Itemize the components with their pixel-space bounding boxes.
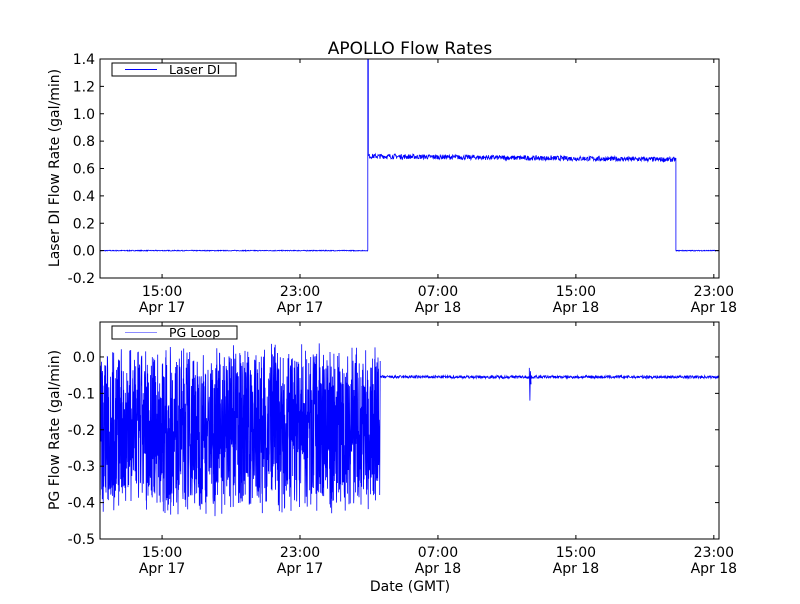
chart-title: APOLLO Flow Rates: [328, 39, 493, 59]
y-tick-label: 0.0: [73, 244, 95, 260]
x-tick-label-date: Apr 18: [691, 300, 737, 316]
y-tick-label: -0.3: [68, 459, 95, 475]
x-tick-label-time: 15:00: [142, 284, 182, 300]
y-tick-label: 0.0: [73, 350, 95, 366]
x-tick-label-time: 07:00: [418, 545, 458, 561]
series-line-laser-di: [100, 59, 719, 253]
x-tick-label-date: Apr 18: [553, 561, 599, 577]
bottom-y-axis-label: PG Flow Rate (gal/min): [47, 350, 63, 510]
y-tick-label: -0.1: [68, 386, 95, 402]
y-tick-label: -0.4: [68, 496, 95, 512]
legend-label: Laser DI: [169, 62, 220, 77]
x-tick-label-time: 15:00: [142, 545, 182, 561]
x-tick-label-time: 23:00: [280, 545, 320, 561]
x-axis-label: Date (GMT): [370, 579, 450, 595]
x-tick-label-time: 15:00: [556, 284, 596, 300]
legend-label: PG Loop: [169, 325, 220, 340]
legend: Laser DI: [111, 62, 237, 77]
y-tick-label: 1.4: [73, 52, 95, 68]
y-tick-label: 0.8: [73, 134, 95, 150]
x-tick-label-date: Apr 17: [139, 300, 185, 316]
legend-box: [111, 325, 238, 340]
y-tick-label: -0.5: [68, 532, 95, 548]
legend: PG Loop: [111, 325, 238, 340]
y-tick-label: 0.4: [73, 189, 95, 205]
y-tick-label: -0.2: [68, 271, 95, 287]
y-tick-label: 1.0: [73, 107, 95, 123]
x-tick-label-date: Apr 17: [139, 561, 185, 577]
series-line-pg-loop: [100, 343, 719, 517]
y-tick-label: 1.2: [73, 79, 95, 95]
legend-box: [111, 62, 237, 77]
x-tick-label-date: Apr 17: [277, 561, 323, 577]
top-y-axis-label: Laser DI Flow Rate (gal/min): [47, 69, 63, 267]
x-tick-label-date: Apr 18: [415, 300, 461, 316]
x-tick-label-time: 23:00: [694, 284, 734, 300]
x-tick-label-time: 23:00: [694, 545, 734, 561]
x-tick-label-time: 07:00: [418, 284, 458, 300]
x-tick-label-date: Apr 17: [277, 300, 323, 316]
y-tick-label: 0.2: [73, 216, 95, 232]
x-tick-label-date: Apr 18: [553, 300, 599, 316]
x-tick-label-time: 23:00: [280, 284, 320, 300]
x-tick-label-time: 15:00: [556, 545, 596, 561]
x-tick-label-date: Apr 18: [691, 561, 737, 577]
y-tick-label: 0.6: [73, 162, 95, 178]
y-tick-label: -0.2: [68, 423, 95, 439]
axes-frame: [99, 321, 720, 540]
x-tick-label-date: Apr 18: [415, 561, 461, 577]
